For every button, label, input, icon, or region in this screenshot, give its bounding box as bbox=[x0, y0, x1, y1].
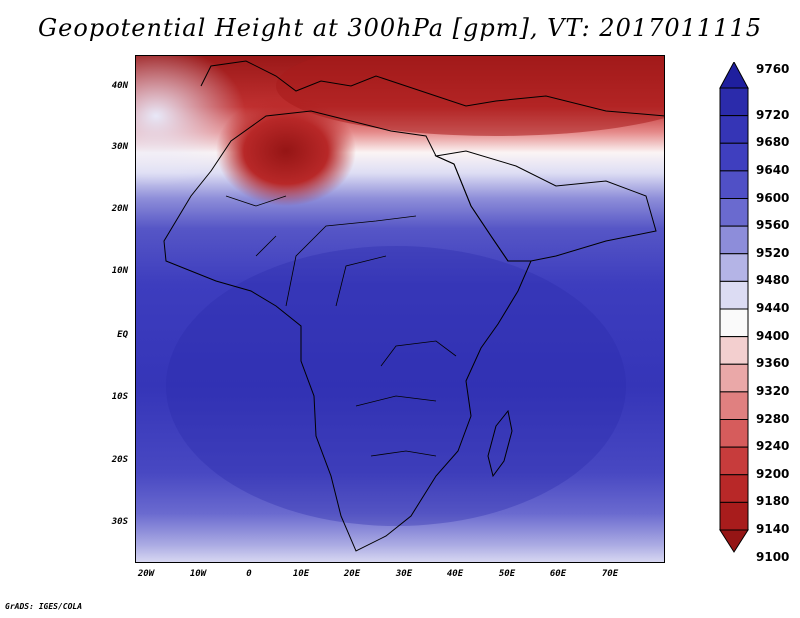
colorbar-label: 9400 bbox=[756, 328, 790, 343]
lat-label-eq: EQ bbox=[117, 330, 128, 340]
colorbar-label: 9280 bbox=[756, 411, 790, 426]
colorbar-label: 9560 bbox=[756, 218, 790, 233]
colorbar-swatch bbox=[719, 198, 749, 227]
colorbar-swatch bbox=[719, 170, 749, 199]
colorbar-swatch bbox=[719, 280, 749, 310]
colorbar-swatch bbox=[719, 419, 749, 448]
colorbar-swatch bbox=[719, 115, 749, 144]
colorbar-swatch bbox=[719, 474, 749, 503]
lon-label-40e: 40E bbox=[446, 569, 464, 579]
colorbar-swatch bbox=[719, 336, 749, 365]
colorbar bbox=[719, 62, 749, 553]
lat-label-20s: 20S bbox=[111, 455, 128, 465]
colorbar-swatch bbox=[719, 87, 749, 117]
geopotential-field bbox=[136, 56, 664, 562]
colorbar-label: 9600 bbox=[756, 190, 790, 205]
arabia-outline bbox=[434, 150, 657, 262]
lon-label-70e: 70E bbox=[601, 569, 619, 579]
europe-coastline bbox=[200, 60, 664, 117]
colorbar-label: 9320 bbox=[756, 383, 790, 398]
colorbar-label: 9440 bbox=[756, 301, 790, 315]
lat-label-20n: 20N bbox=[111, 204, 128, 214]
colorbar-label: 9180 bbox=[756, 494, 790, 509]
colorbar-swatch bbox=[719, 363, 749, 393]
lon-label-20e: 20E bbox=[343, 569, 361, 579]
colorbar-label: 9240 bbox=[756, 439, 790, 454]
colorbar-label: 9680 bbox=[756, 135, 790, 150]
colorbar-label: 9640 bbox=[756, 162, 790, 177]
lat-label-10n: 10N bbox=[111, 266, 128, 276]
africa-coastline bbox=[163, 110, 532, 552]
colorbar-swatch bbox=[719, 253, 749, 282]
colorbar-swatch bbox=[719, 225, 749, 255]
madagascar-coastline bbox=[487, 409, 513, 478]
colorbar-label: 9520 bbox=[756, 245, 790, 260]
colorbar-label: 9760 bbox=[756, 62, 790, 76]
lon-label-60e: 60E bbox=[549, 569, 567, 579]
lon-label-50e: 50E bbox=[498, 569, 516, 579]
colorbar-label: 9480 bbox=[756, 273, 790, 288]
colorbar-swatch bbox=[719, 142, 749, 172]
lon-label-10e: 10E bbox=[292, 569, 310, 579]
grads-credit: GrADS: IGES/COLA bbox=[5, 602, 83, 611]
lon-label-10w: 10W bbox=[189, 569, 207, 579]
colorbar-label: 9720 bbox=[756, 107, 790, 122]
country-borders bbox=[225, 195, 457, 457]
lat-label-40n: 40N bbox=[111, 81, 128, 91]
lon-label-30e: 30E bbox=[395, 569, 413, 579]
colorbar-label: 9140 bbox=[756, 522, 790, 536]
colorbar-label: 9100 bbox=[756, 549, 790, 564]
colorbar-label: 9360 bbox=[756, 356, 790, 371]
lat-label-10s: 10S bbox=[111, 392, 128, 402]
lat-label-30n: 30N bbox=[111, 142, 128, 152]
map-panel bbox=[135, 55, 665, 563]
plot-title: Geopotential Height at 300hPa [gpm], VT:… bbox=[38, 14, 762, 42]
colorbar-bottom-arrow bbox=[719, 529, 749, 553]
colorbar-swatch bbox=[719, 446, 749, 476]
lon-label-20w: 20W bbox=[137, 569, 155, 579]
colorbar-swatch bbox=[719, 501, 749, 531]
lon-label-0: 0 bbox=[246, 569, 252, 579]
colorbar-top-arrow bbox=[719, 62, 749, 89]
colorbar-label: 9200 bbox=[756, 466, 790, 481]
colorbar-swatch bbox=[719, 308, 749, 338]
lat-label-30s: 30S bbox=[111, 517, 128, 527]
colorbar-swatch bbox=[719, 391, 749, 420]
